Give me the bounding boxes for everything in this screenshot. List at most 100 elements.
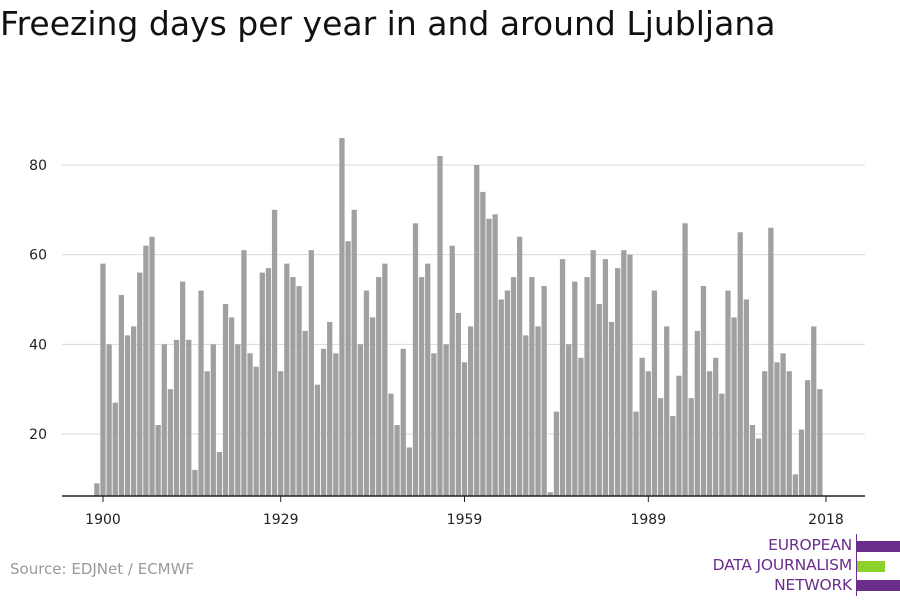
bar-1981 — [596, 303, 602, 496]
bar-1969 — [523, 335, 529, 496]
bar-1982 — [602, 259, 609, 496]
logo-divider — [856, 534, 857, 596]
bar-1900 — [100, 263, 106, 496]
y-tick-label-60: 60 — [29, 248, 47, 264]
bar-1988 — [639, 357, 645, 496]
bar-2013 — [792, 474, 798, 496]
bar-1915 — [192, 469, 198, 496]
bar-1901 — [106, 344, 112, 496]
bar-1921 — [229, 317, 235, 496]
bar-1935 — [314, 384, 321, 496]
bar-1957 — [449, 245, 455, 496]
logo-line-3: NETWORK — [774, 576, 852, 594]
bar-1919 — [216, 451, 223, 496]
bar-2016 — [811, 326, 817, 496]
bar-1970 — [529, 277, 535, 496]
bar-1926 — [259, 272, 265, 496]
bar-1960 — [467, 326, 474, 496]
bar-2008 — [762, 371, 768, 496]
bar-1920 — [222, 303, 229, 496]
bar-1961 — [474, 165, 480, 496]
logo-line-1: EUROPEAN — [768, 536, 852, 554]
bar-1944 — [369, 317, 376, 496]
bar-1912 — [173, 339, 180, 496]
bar-1948 — [394, 425, 400, 496]
bar-1905 — [131, 326, 137, 496]
bar-1968 — [517, 236, 523, 496]
bar-1902 — [112, 402, 118, 496]
bar-1910 — [161, 344, 167, 496]
bar-1940 — [345, 241, 351, 496]
bar-1916 — [198, 290, 204, 496]
bar-1962 — [480, 191, 486, 496]
bar-1989 — [645, 371, 651, 496]
bar-1959 — [461, 362, 468, 496]
bar-1978 — [578, 357, 584, 496]
source-note: Source: EDJNet / ECMWF — [10, 560, 195, 578]
bar-1990 — [651, 290, 658, 496]
bar-1994 — [676, 375, 682, 496]
bar-2007 — [755, 438, 762, 496]
bar-1903 — [118, 295, 125, 496]
bar-1976 — [566, 344, 572, 496]
bar-1904 — [124, 335, 131, 496]
x-tick-label-1989: 1989 — [630, 512, 666, 528]
bar-1964 — [492, 214, 498, 497]
bar-2005 — [743, 299, 749, 496]
bar-1983 — [608, 321, 615, 496]
logo-line-2: DATA JOURNALISM — [712, 556, 853, 574]
bar-1946 — [382, 263, 388, 496]
bar-1977 — [572, 281, 578, 496]
bar-2012 — [786, 371, 792, 496]
logo-bar-bottom — [857, 580, 900, 591]
x-tick-label-1900: 1900 — [85, 512, 121, 528]
bar-1928 — [271, 209, 278, 497]
bar-2009 — [768, 227, 774, 496]
bar-1958 — [455, 312, 462, 496]
bar-1907 — [143, 245, 149, 496]
axes: 20 40 60 80 1900 1929 1959 1989 2018 — [29, 158, 865, 528]
chart-title: Freezing days per year in and around Lju… — [0, 4, 776, 43]
bar-1943 — [363, 290, 370, 496]
bar-1939 — [339, 138, 345, 496]
bar-1950 — [406, 447, 412, 496]
bar-1993 — [670, 416, 676, 496]
bar-1973 — [547, 492, 553, 496]
bar-1945 — [376, 277, 382, 496]
bar-1942 — [357, 344, 363, 496]
y-tick-label-80: 80 — [29, 158, 47, 174]
bar-2010 — [774, 362, 780, 496]
x-tick-label-1959: 1959 — [447, 512, 483, 528]
bar-1997 — [694, 330, 700, 496]
logo-bar-middle — [857, 561, 885, 572]
y-tick-label-40: 40 — [29, 337, 47, 353]
bar-1996 — [688, 398, 694, 496]
bar-1954 — [431, 353, 437, 496]
bar-2011 — [780, 353, 786, 496]
bar-1913 — [180, 281, 186, 496]
bar-1991 — [657, 398, 664, 496]
bar-1975 — [559, 259, 566, 496]
bar-1992 — [664, 326, 670, 496]
bar-1953 — [425, 263, 431, 496]
bar-1938 — [333, 353, 339, 496]
bar-1914 — [186, 339, 192, 496]
bar-1971 — [535, 326, 541, 496]
bar-1951 — [412, 223, 419, 497]
edjnet-logo[interactable]: EUROPEAN DATA JOURNALISM NETWORK — [700, 534, 900, 596]
bar-1985 — [621, 250, 627, 496]
bar-2001 — [719, 393, 725, 496]
bar-1909 — [155, 425, 161, 496]
bar-2004 — [737, 232, 743, 496]
bar-1899 — [94, 483, 100, 496]
bar-1941 — [351, 209, 357, 497]
bar-2006 — [749, 425, 756, 496]
bar-1984 — [615, 268, 621, 496]
bar-1927 — [265, 268, 272, 496]
bar-1906 — [137, 272, 143, 496]
bar-1949 — [400, 348, 406, 496]
bar-1966 — [504, 290, 511, 496]
bar-1947 — [388, 393, 394, 496]
bar-1922 — [235, 344, 241, 496]
